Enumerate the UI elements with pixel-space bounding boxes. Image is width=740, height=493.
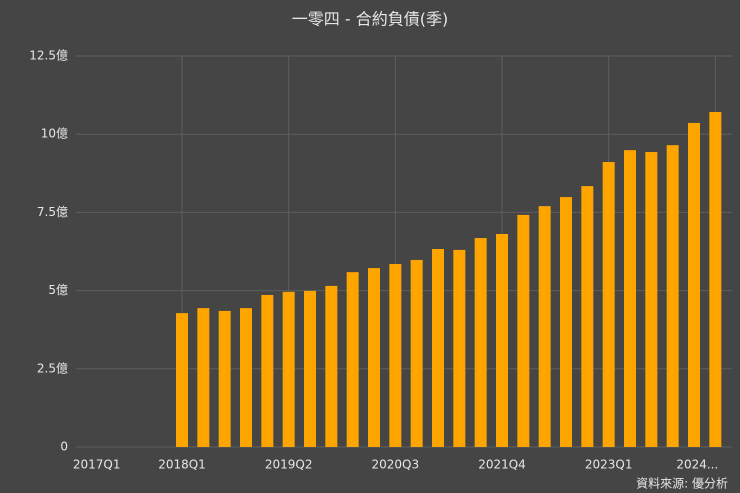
bar [325,285,338,447]
bar [432,248,444,447]
bar [218,310,231,447]
y-tick-label: 10億 [41,127,68,141]
x-tick-label: 2017Q1 [73,458,121,472]
y-tick-label: 7.5億 [37,205,68,219]
bar [197,308,210,447]
y-tick-label: 2.5億 [37,361,68,375]
x-tick-label: 2024... [676,458,718,472]
y-tick-label: 12.5億 [29,49,68,63]
x-tick-label: 2019Q2 [265,458,313,472]
bar [709,111,722,447]
bar [581,186,594,447]
chart-title: 一零四 - 合約負債(季) [292,10,448,29]
x-tick-label: 2018Q1 [158,458,206,472]
bar [645,152,658,447]
bar [282,291,295,447]
bar [602,162,615,448]
bar [538,206,551,447]
bar [453,249,466,447]
bar [346,272,359,447]
x-tick-label: 2021Q4 [478,458,526,472]
bar [688,122,700,447]
bar [240,308,252,447]
bar [666,145,679,447]
x-tick-label: 2020Q3 [372,458,420,472]
bar [389,264,402,447]
bar [304,290,316,447]
bar [474,238,487,447]
bar [496,233,508,447]
bar [176,313,188,447]
bar [410,259,423,447]
source: 資料來源: 優分析 [636,477,728,491]
bar [261,294,274,447]
bar [624,150,636,447]
y-tick-label: 5億 [48,283,68,297]
y-tick-label: 0 [60,440,68,454]
bar [560,197,572,447]
bar [368,268,380,447]
bar [517,214,530,447]
x-tick-label: 2023Q1 [585,458,633,472]
